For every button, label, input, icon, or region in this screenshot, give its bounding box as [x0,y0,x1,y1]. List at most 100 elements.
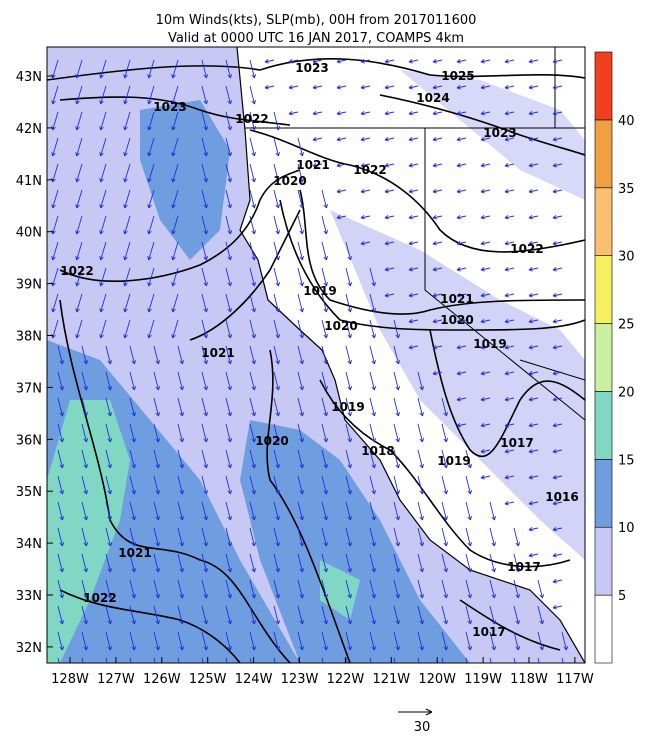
wind-arrow [273,163,280,183]
wind-arrow [123,319,131,339]
wind-arrow [225,59,232,79]
wind-arrow [297,267,304,287]
wind-arrow [456,293,467,298]
wind-arrow [504,59,515,64]
wind-arrow [369,657,372,663]
wind-arrow [105,631,112,651]
title-line-2: Valid at 0000 UTC 16 JAN 2017, COAMPS 4k… [168,31,464,46]
wind-arrow [456,85,467,90]
wind-arrow [480,423,491,428]
wind-arrow [123,137,131,157]
wind-arrow [432,319,443,324]
wind-arrow [297,631,304,651]
wind-arrow [75,215,83,235]
wind-arrow [153,605,160,625]
wind-arrow [171,293,179,313]
wind-arrow [441,553,448,573]
wind-arrow [147,215,155,235]
wind-arrow [264,59,275,64]
wind-arrow [528,215,539,220]
wind-arrow [369,605,376,625]
wind-arrow [273,501,280,521]
wind-arrow [249,475,256,495]
wind-arrow [105,657,108,663]
isobar-label: 1020 [324,319,357,333]
wind-arrow [129,371,136,391]
wind-arrow [177,605,184,625]
wind-arrow [552,449,563,454]
wind-arrow [105,605,112,625]
wind-arrow [51,85,59,105]
wind-arrow [321,345,328,365]
wind-arrow [81,657,84,663]
wind-arrow [513,579,520,599]
wind-arrow [504,501,515,506]
wind-arrow [408,163,419,168]
wind-arrow [480,111,491,116]
wind-arrow [273,319,280,339]
wind-arrow [456,189,467,194]
wind-arrow [504,215,515,220]
wind-arrow [273,605,280,625]
wind-arrow [393,579,400,599]
wind-arrow [297,137,304,157]
wind-arrow [480,293,491,298]
wind-arrow [177,657,180,663]
wind-arrow [225,345,232,365]
wind-arrow [513,657,516,663]
wind-arrow [75,85,83,105]
wind-arrow [432,111,443,116]
wind-arrow [369,501,376,521]
wind-arrow [273,475,280,495]
wind-arrow [552,553,563,558]
wind-arrow [201,215,208,235]
wind-arrow [249,137,256,157]
lat-label: 32N [16,641,42,656]
wind-arrow [225,215,232,235]
wind-arrow [345,579,352,599]
wind-arrow [552,345,563,350]
lon-label: 124W [235,672,273,687]
wind-arrow [51,137,59,157]
wind-arrow [528,553,539,558]
isobar-label: 1019 [437,454,470,468]
wind-arrow [273,657,276,663]
wind-arrow [360,111,371,116]
wind-arrow [288,85,299,90]
wind-arrow [480,85,491,90]
wind-arrow [552,423,563,428]
wind-arrow [99,111,107,131]
wind-arrow [147,59,155,79]
wind-arrow [57,397,64,417]
wind-arrow [489,657,492,663]
wind-arrow [225,371,232,391]
wind-arrow [393,657,396,663]
wind-arrow [393,527,400,547]
wind-arrow [81,345,88,365]
wind-arrow [225,267,232,287]
wind-arrow [99,241,107,261]
wind-arrow [264,85,275,90]
isobar-label: 1020 [255,434,288,448]
wind-arrow [201,345,208,365]
wind-arrow [177,423,184,443]
wind-arrow [225,241,232,261]
wind-arrow [51,319,59,339]
wind-arrow [147,189,155,209]
wind-arrow [297,371,304,391]
wind-arrow [408,189,419,194]
wind-arrow [99,189,107,209]
wind-arrow [321,553,328,573]
wind-arrow [504,449,515,454]
wind-arrow [408,111,419,116]
wind-arrow [504,85,515,90]
isobar-label: 1017 [472,625,505,639]
wind-arrow [480,345,491,350]
wind-arrow [129,345,136,365]
wind-arrow [171,59,179,79]
wind-arrow [321,423,328,443]
wind-arrow [528,527,539,532]
colorbar-label: 5 [618,589,626,604]
wind-arrow [393,449,400,469]
wind-arrow [123,293,131,313]
